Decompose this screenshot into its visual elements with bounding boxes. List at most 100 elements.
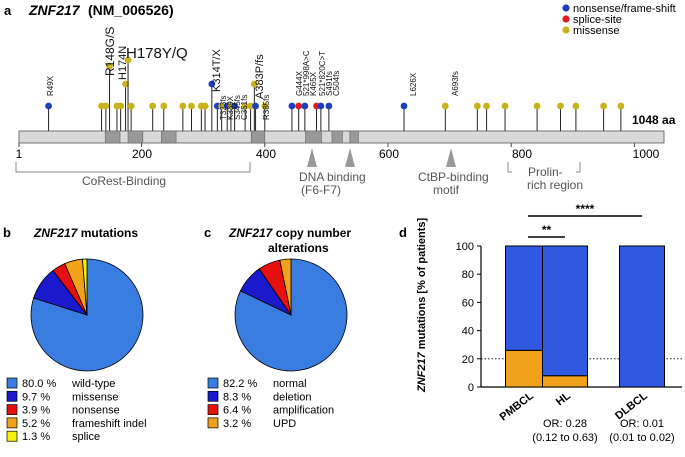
mutation-dot xyxy=(122,80,129,88)
tick-label-600: 600 xyxy=(379,147,399,161)
legend-pct: 6.4 % xyxy=(223,405,251,417)
tick-label-200: 200 xyxy=(132,147,152,161)
mutation-dot xyxy=(501,102,509,110)
category-label: PMBCL xyxy=(498,390,536,424)
or-hl-line2: (0.12 to 0.63) xyxy=(532,432,597,444)
legend-pct: 9.7 % xyxy=(22,391,50,403)
legend-label: nonsense xyxy=(72,405,120,417)
legend-label: wild-type xyxy=(71,378,115,390)
mutation-label: S345fs xyxy=(233,95,242,120)
legend-label: normal xyxy=(273,378,307,390)
panel-b-title-rest: mutations xyxy=(77,226,138,240)
panel-d-letter: d xyxy=(399,225,407,240)
mutation-dot xyxy=(124,56,132,64)
mutation-dot xyxy=(250,80,258,88)
mutation-dot xyxy=(218,102,226,110)
mutation-label: R385fs xyxy=(262,95,271,120)
mutation-dot xyxy=(483,102,490,110)
panel-c-letter: c xyxy=(204,225,211,240)
mutation-label: H174N xyxy=(117,46,129,80)
panel-d-ylabel: ZNF217 mutations [% of patients] xyxy=(416,217,428,393)
domain-label-prolin-1: Prolin- xyxy=(528,165,563,179)
mutation-label: K339X xyxy=(226,95,235,120)
legend-pct: 3.2 % xyxy=(223,418,251,430)
mutation-dot xyxy=(231,102,239,110)
mutation-dot xyxy=(149,102,157,110)
mutation-dot xyxy=(160,102,168,110)
mutation-label: T323fs xyxy=(219,96,228,120)
pie-b-slices xyxy=(30,258,144,372)
mutation-label: A383P/fs xyxy=(254,54,266,99)
mutation-dot xyxy=(252,102,259,110)
mutation-label: 521*820C>T xyxy=(318,51,327,96)
panel-c-title-line2: alterations xyxy=(268,241,329,255)
mutation-dot xyxy=(533,102,541,110)
legend-swatch-splice xyxy=(562,15,570,23)
mutation-dot xyxy=(106,62,113,70)
legend-swatch-nonsense xyxy=(562,4,570,12)
legend-label: frameshift indel xyxy=(72,418,147,430)
mutation-label: A693fs xyxy=(451,71,460,96)
mutation-label: K314T/X xyxy=(211,49,223,92)
legend-swatch xyxy=(6,404,18,415)
significance-label: ** xyxy=(542,223,552,237)
tick-label-800: 800 xyxy=(512,147,532,161)
dna-binding-triangle-1 xyxy=(307,148,317,167)
mutation-dot xyxy=(441,102,449,110)
y-tick-label: 0 xyxy=(468,382,474,394)
mutation-dot xyxy=(301,102,309,110)
panel-d-bar-chart: d ZNF217 mutations [% of patients] 0 20 40… xyxy=(399,202,682,444)
legend-swatch xyxy=(6,390,18,402)
prolin-bracket xyxy=(507,162,581,173)
legend-swatch xyxy=(6,417,18,429)
legend-swatch xyxy=(6,377,18,389)
pie-slice-wild-type xyxy=(30,258,144,372)
y-tick-label: 100 xyxy=(456,241,474,253)
bar-series xyxy=(505,245,665,388)
pie-slice-normal xyxy=(234,258,348,372)
bar-DLBCL-wild-type xyxy=(619,245,665,388)
protein-length-label: 1048 aa xyxy=(632,113,676,127)
legend-pct: 80.0 % xyxy=(22,378,56,390)
legend-label-splice: splice-site xyxy=(573,14,622,26)
panel-c-title-rest: copy number xyxy=(272,226,351,240)
mutation-dot xyxy=(179,102,187,110)
legend-swatch xyxy=(207,417,219,429)
legend-label: missense xyxy=(72,391,118,403)
mutation-label: 521*998A>C xyxy=(302,50,311,96)
mutation-dot xyxy=(325,102,333,110)
mutation-dot xyxy=(288,102,296,110)
domain-block xyxy=(104,130,121,144)
panel-c-pie: c ZNF217 copy number alterations 82.2 % n… xyxy=(204,225,351,430)
legend-label: deletion xyxy=(273,391,312,403)
mutation-dot xyxy=(600,102,608,110)
bar-HL-wild-type xyxy=(542,245,588,377)
legend-swatch xyxy=(207,404,219,415)
domain-label-ctbp-2: motif xyxy=(433,183,460,197)
pie-slice-splice xyxy=(82,258,88,316)
corest-bracket xyxy=(15,162,251,173)
domain-block xyxy=(349,130,359,144)
mutation-label: H178Y/Q xyxy=(126,45,188,62)
domain-label-dna-binding-1: DNA binding xyxy=(299,170,366,184)
significance-brackets: ****** xyxy=(528,202,642,238)
legend-label: UPD xyxy=(273,418,296,430)
panel-b-title: ZNF217 mutations xyxy=(33,226,138,240)
domain-label-dna-binding-2: (F6-F7) xyxy=(301,183,341,197)
y-tick-label: 40 xyxy=(462,326,474,338)
mutation-dot xyxy=(261,102,269,110)
domain-annotations: CoRest-Binding DNA binding (F6-F7) CtBP-… xyxy=(15,148,583,197)
domain-block xyxy=(331,130,343,144)
legend-label: splice xyxy=(72,431,100,443)
or-dlbcl-line1: OR: 0.01 xyxy=(620,418,664,430)
legend-label-nonsense: nonsense/frame-shift xyxy=(573,3,676,15)
mutation-dot xyxy=(127,102,135,110)
domain-label-prolin-2: rich region xyxy=(527,178,583,192)
mutation-dot xyxy=(102,102,110,110)
mutation-label: C504fs xyxy=(332,71,341,96)
tick-label-400: 400 xyxy=(256,147,276,161)
panel-a-lollipop-plot: a ZNF217 (NM_006526) nonsense/frame-shif… xyxy=(4,2,676,197)
mutation-labels: R49X R148G/S H174N H178Y/Q K314T/X T323f… xyxy=(46,27,460,120)
mutation-dot xyxy=(241,102,249,110)
mutation-label: R49X xyxy=(46,75,55,96)
